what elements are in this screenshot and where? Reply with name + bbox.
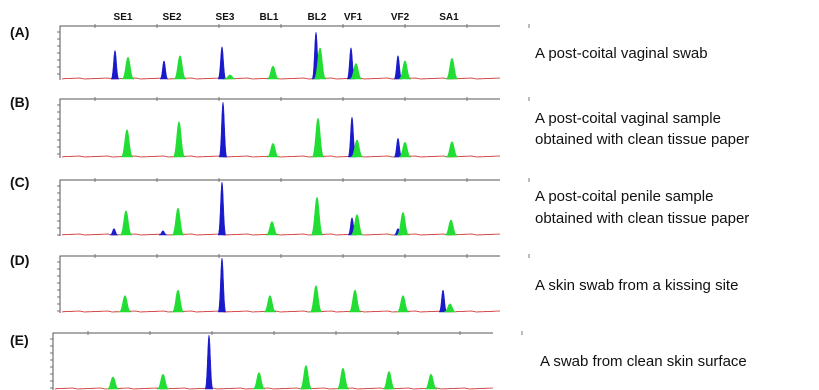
baseline-trace xyxy=(54,387,494,390)
peak-green-4 xyxy=(311,117,325,158)
panel-caption-line: A post-coital penile sample xyxy=(535,188,713,205)
panel-frame xyxy=(59,98,500,158)
marker-label-se1: SE1 xyxy=(114,12,133,23)
panel-frame xyxy=(59,179,500,236)
peak-green-6 xyxy=(396,295,410,313)
peak-blue-7 xyxy=(438,289,448,313)
panel-b: (B) A post-coital vaginal sample obtained … xyxy=(10,94,749,158)
panel-label: (B) xyxy=(10,94,29,110)
peak-green-6 xyxy=(266,65,280,80)
baseline-trace xyxy=(61,77,501,80)
peak-green-1 xyxy=(172,121,186,158)
peak-blue-2 xyxy=(218,102,228,158)
peak-green-5 xyxy=(348,289,362,313)
panel-label: (A) xyxy=(10,24,29,40)
peak-green-3 xyxy=(171,207,185,236)
peak-green-0 xyxy=(106,376,120,390)
peak-blue-7 xyxy=(393,137,403,158)
peak-blue-0 xyxy=(110,50,120,80)
panel-caption-line: A post-coital vaginal swab xyxy=(535,45,708,62)
marker-label-bl1: BL1 xyxy=(260,12,279,23)
peak-green-13 xyxy=(445,57,459,80)
peak-green-3 xyxy=(173,55,187,80)
baseline-trace xyxy=(61,233,501,236)
marker-label-se2: SE2 xyxy=(163,12,182,23)
peak-blue-2 xyxy=(217,257,227,313)
peak-blue-2 xyxy=(159,60,169,80)
peak-green-8 xyxy=(398,141,412,158)
marker-label-sa1: SA1 xyxy=(439,12,459,23)
peak-blue-2 xyxy=(204,334,214,390)
peak-blue-4 xyxy=(217,46,227,80)
peak-green-8 xyxy=(350,214,364,236)
peak-green-3 xyxy=(263,295,277,313)
marker-label-vf2: VF2 xyxy=(391,12,410,23)
peak-green-6 xyxy=(350,139,364,158)
panels: (A) A post-coital vaginal swab (B) A post-c… xyxy=(10,24,749,390)
peak-green-3 xyxy=(252,372,266,390)
panel-caption-line: obtained with clean tissue paper xyxy=(535,131,749,148)
marker-labels: SE1 SE2 SE3 BL1 BL2 VF1 VF2 SA1 xyxy=(114,12,460,23)
panel-c: (C) A post-coital penile sample obtained w… xyxy=(10,174,749,236)
panel-label: (D) xyxy=(10,252,29,268)
panel-a: (A) A post-coital vaginal swab xyxy=(10,24,708,80)
baseline-trace xyxy=(61,155,501,158)
panel-frame xyxy=(59,255,500,313)
peak-green-5 xyxy=(265,221,279,236)
panel-caption-line: A skin swab from a kissing site xyxy=(535,277,738,294)
peak-green-8 xyxy=(313,47,327,80)
peak-green-6 xyxy=(382,371,396,390)
peak-green-6 xyxy=(310,196,324,236)
peak-green-12 xyxy=(398,60,412,80)
peak-green-3 xyxy=(266,143,280,158)
peak-green-1 xyxy=(119,210,133,236)
peak-blue-0 xyxy=(109,228,119,236)
panel-caption-line: obtained with clean tissue paper xyxy=(535,210,749,227)
peak-green-10 xyxy=(349,63,363,80)
panel-frame xyxy=(59,25,500,80)
peak-green-11 xyxy=(444,219,458,236)
peak-blue-2 xyxy=(158,230,168,236)
panel-caption-line: A swab from clean skin surface xyxy=(540,353,747,370)
panel-caption-line: A post-coital vaginal sample xyxy=(535,110,721,127)
peak-green-4 xyxy=(309,285,323,313)
marker-label-bl2: BL2 xyxy=(308,12,327,23)
peak-green-5 xyxy=(223,74,237,80)
marker-label-se3: SE3 xyxy=(216,12,235,23)
panel-label: (C) xyxy=(10,174,29,190)
peak-green-9 xyxy=(445,141,459,158)
panel-frame xyxy=(52,332,493,390)
peak-green-10 xyxy=(396,212,410,236)
peak-green-1 xyxy=(156,373,170,390)
peak-green-1 xyxy=(121,56,135,80)
marker-label-vf1: VF1 xyxy=(344,12,363,23)
peak-green-7 xyxy=(424,373,438,390)
panel-d: (D) A skin swab from a kissing site xyxy=(10,252,738,313)
peak-green-8 xyxy=(443,303,457,313)
panel-e: (E) A swab from clean skin surface xyxy=(10,331,747,390)
peak-green-1 xyxy=(171,289,185,313)
peak-green-5 xyxy=(336,367,350,390)
peak-green-0 xyxy=(118,295,132,313)
baseline-trace xyxy=(61,310,501,313)
panel-label: (E) xyxy=(10,332,29,348)
peak-green-0 xyxy=(120,129,134,158)
peak-blue-11 xyxy=(393,55,403,80)
peak-blue-4 xyxy=(217,181,227,236)
peak-green-4 xyxy=(299,365,313,390)
